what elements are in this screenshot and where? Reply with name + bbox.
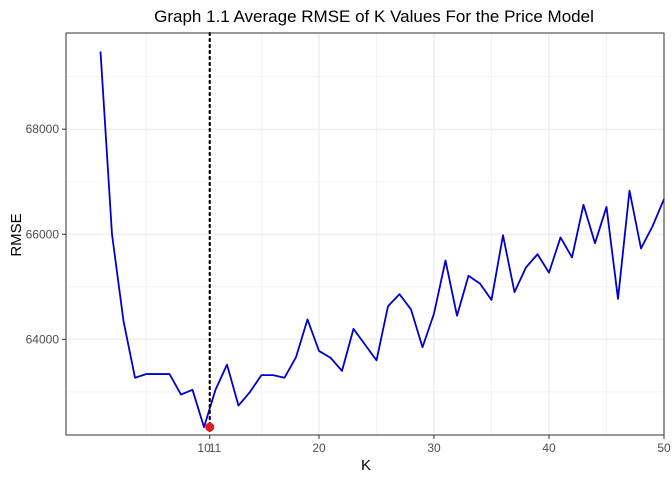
optimal-k-point — [205, 422, 215, 432]
x-tick-label: 10 — [197, 441, 211, 455]
y-axis-ticks: 64000 66000 68000 — [26, 122, 66, 346]
x-tick-label: 40 — [542, 441, 556, 455]
y-tick-label: 64000 — [26, 332, 60, 346]
y-axis-title: RMSE — [8, 213, 25, 256]
x-tick-label: 30 — [427, 441, 441, 455]
x-tick-label: 11 — [209, 441, 222, 455]
series-layer — [99, 51, 665, 429]
x-tick-label: 20 — [312, 441, 326, 455]
x-tick-label: 50 — [657, 441, 671, 455]
rmse-series-line — [99, 51, 665, 429]
y-tick-label: 68000 — [26, 122, 60, 136]
x-axis-title: K — [361, 457, 371, 474]
y-tick-label: 66000 — [26, 227, 60, 241]
chart-title: Graph 1.1 Average RMSE of K Values For t… — [154, 7, 594, 26]
reference-layer — [205, 31, 215, 437]
